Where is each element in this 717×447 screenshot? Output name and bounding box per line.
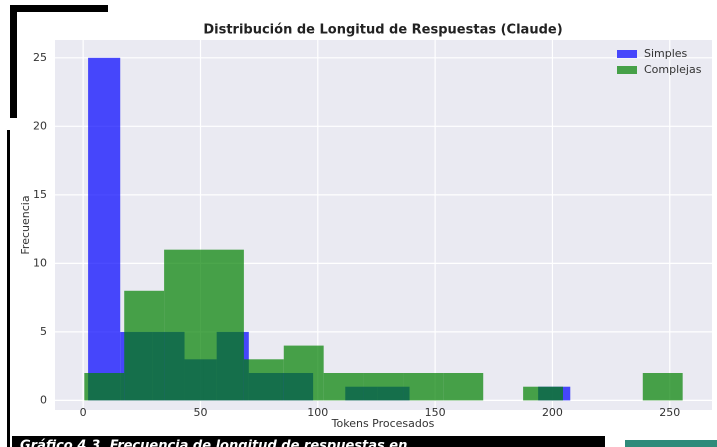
y-tick-label: 15: [33, 188, 47, 201]
bar: [88, 57, 121, 401]
decor-line: [7, 130, 10, 447]
bar: [164, 249, 204, 401]
x-tick-label: 50: [193, 406, 207, 419]
x-tick-label: 0: [80, 406, 87, 419]
decor-bar: [10, 5, 17, 118]
y-tick-label: 5: [40, 325, 47, 338]
bar: [323, 373, 364, 401]
bar: [84, 373, 125, 401]
x-axis-label: Tokens Procesados: [331, 417, 435, 430]
bars: [84, 57, 683, 401]
legend-swatch: [617, 66, 637, 74]
y-axis-label: Frecuencia: [19, 195, 32, 254]
bar: [403, 373, 444, 401]
y-tick-label: 20: [33, 119, 47, 132]
decor-bar: [10, 5, 108, 12]
bar: [443, 373, 484, 401]
x-tick-label: 150: [425, 406, 446, 419]
y-tick-label: 0: [40, 393, 47, 406]
caption-band: [12, 436, 605, 447]
legend-swatch: [617, 50, 637, 58]
y-tick-label: 10: [33, 256, 47, 269]
x-tick-label: 250: [659, 406, 680, 419]
x-tick-label: 200: [542, 406, 563, 419]
legend-label: Simples: [644, 47, 688, 60]
chart-title: Distribución de Longitud de Respuestas (…: [203, 23, 562, 38]
legend: Simples Complejas: [617, 47, 702, 76]
bar: [124, 290, 165, 401]
bar: [283, 345, 324, 401]
bar: [363, 373, 404, 401]
x-tick-label: 100: [307, 406, 328, 419]
bar: [203, 249, 244, 401]
y-tick-label: 25: [33, 51, 47, 64]
decor-block: [625, 440, 717, 447]
bar: [243, 359, 284, 401]
caption: Gráfico 4.3. Frecuencia de longitud de r…: [20, 439, 407, 447]
legend-label: Complejas: [644, 63, 702, 76]
bar: [642, 373, 683, 401]
bar: [523, 386, 564, 401]
